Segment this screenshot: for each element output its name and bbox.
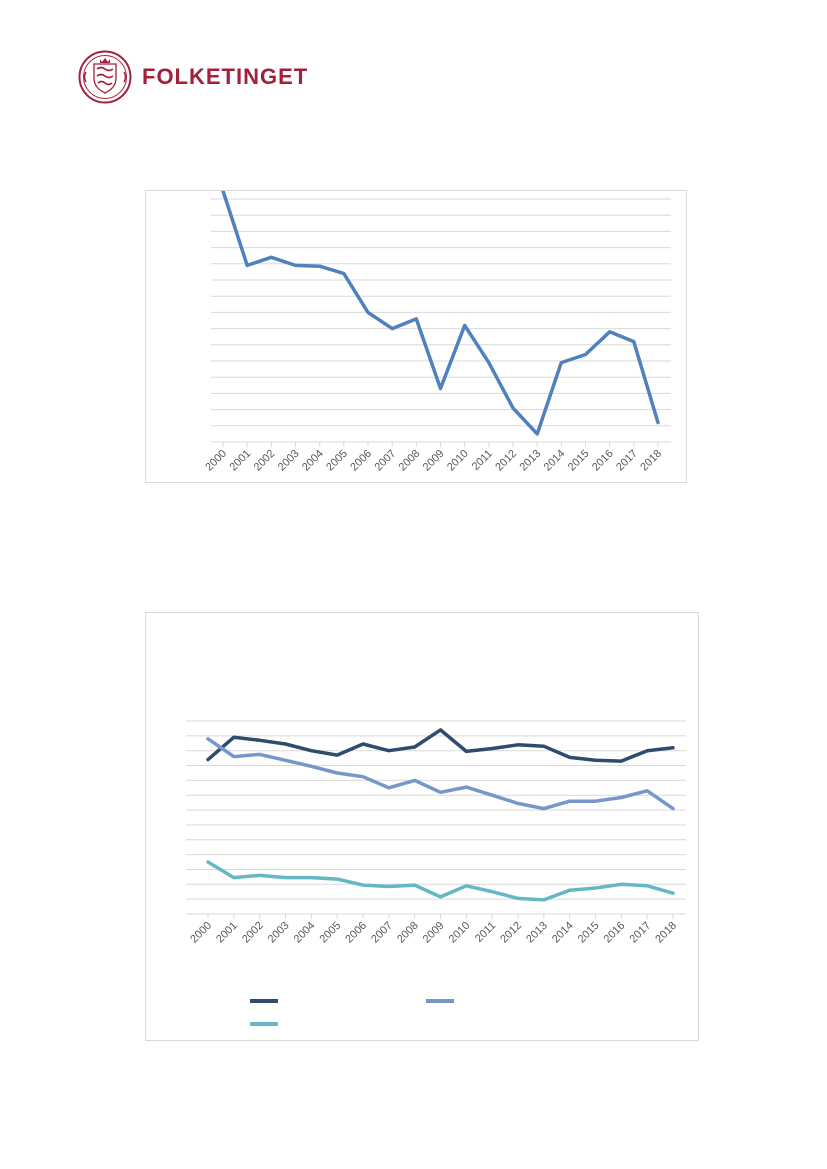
x-tick-label: 2016 [590, 448, 616, 474]
x-tick-label: 2008 [395, 920, 421, 946]
x-tick-label: 2017 [614, 448, 640, 474]
chart-2-canvas: 2000 2001 2002 2003 2004 2005 2006 2007 2008 2009… [186, 720, 686, 1026]
x-tick-label: 2010 [445, 448, 471, 474]
x-tick-label: 2003 [266, 920, 292, 946]
x-tick-label: 2002 [252, 448, 278, 474]
x-tick-label: 2009 [421, 920, 447, 946]
x-tick-label: 2001 [214, 920, 240, 946]
logo-text: FOLKETINGET [142, 64, 309, 89]
x-tick-label: 2002 [240, 920, 266, 946]
x-tick-label: 2013 [524, 920, 550, 946]
x-tick-label: 2000 [203, 448, 229, 474]
series-line-2 [206, 737, 675, 811]
x-tick-label: 2015 [576, 920, 602, 946]
chart-1-canvas: 2000200120022003200420052006200720082009… [203, 191, 671, 474]
x-tick-label: 2011 [473, 920, 498, 945]
x-tick-label: 2008 [397, 448, 423, 474]
line-chart-single-series: 2000 2001 2002 2003 2004 2005 2006 2007 2008 2009… [145, 190, 687, 483]
x-tick-label: 2015 [566, 448, 592, 474]
x-tick-label: 2012 [498, 920, 524, 946]
x-tick-label: 2006 [348, 448, 374, 474]
x-tick-label: 2005 [324, 448, 350, 474]
x-tick-label: 2003 [276, 448, 302, 474]
x-tick-label: 2010 [447, 920, 473, 946]
x-tick-label: 2018 [638, 448, 664, 474]
x-tick-label: 2000 [188, 920, 214, 946]
x-tick-label: 2009 [421, 448, 447, 474]
x-tick-label: 2007 [372, 448, 398, 474]
x-tick-label: 2014 [550, 920, 576, 946]
x-tick-label: 2007 [369, 920, 395, 946]
x-tick-label: 2016 [602, 920, 628, 946]
series-line-1 [221, 191, 660, 436]
x-tick-label: 2017 [627, 920, 653, 946]
x-tick-label: 2005 [317, 920, 343, 946]
folketinget-logo: FOLKETINGET [78, 50, 318, 106]
x-tick-label: 2012 [493, 448, 519, 474]
line-chart-three-series: 2000 2001 2002 2003 2004 2005 2006 2007 2008 2009… [145, 612, 699, 1041]
x-tick-label: 2004 [292, 920, 318, 946]
x-tick-label: 2013 [517, 448, 543, 474]
x-tick-label: 2018 [653, 920, 679, 946]
x-tick-label: 2001 [227, 448, 253, 474]
series-line-1 [206, 728, 675, 763]
x-tick-label: 2011 [470, 448, 495, 473]
x-tick-label: 2006 [343, 920, 369, 946]
x-tick-label: 2014 [542, 448, 568, 474]
x-tick-label: 2004 [300, 448, 326, 474]
series-line-3 [206, 860, 675, 902]
coat-of-arms-icon [78, 50, 132, 104]
